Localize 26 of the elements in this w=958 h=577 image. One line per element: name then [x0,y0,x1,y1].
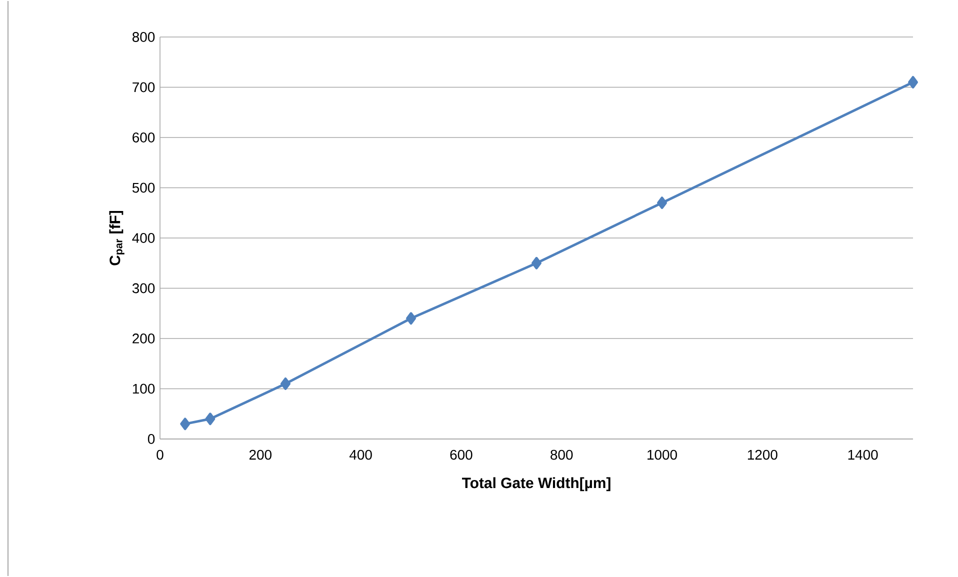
point [532,256,542,270]
y-tick-label: 500 [132,182,155,193]
y-tick-label: 600 [132,132,155,142]
y-tick-label: 700 [132,82,155,92]
point [180,418,190,430]
x-tick-label: 800 [550,450,573,460]
x-tick-label: 0 [156,450,164,460]
y-tick-label: 200 [132,334,155,344]
x-axis-title: Total Gate Width[µm] [462,477,610,492]
y-tick-label: 0 [148,434,155,444]
point [657,196,667,210]
point [280,377,290,390]
y-tick-label: 300 [132,283,155,294]
y-tick-label: 800 [132,32,155,42]
x-tick-label: 200 [249,450,272,460]
x-tick-label: 1400 [848,450,878,460]
x-tick-label: 600 [450,450,472,460]
point [406,312,416,325]
y-tick-label: 400 [132,233,155,243]
x-tick-label: 1200 [748,450,778,460]
x-tick-label: 1000 [648,450,677,460]
point [205,412,216,426]
y-tick-label: 100 [132,384,155,394]
x-tick-label: 400 [349,450,372,460]
point [908,76,918,88]
y-axis-title: C$_{par}$ [fF] [109,210,124,266]
